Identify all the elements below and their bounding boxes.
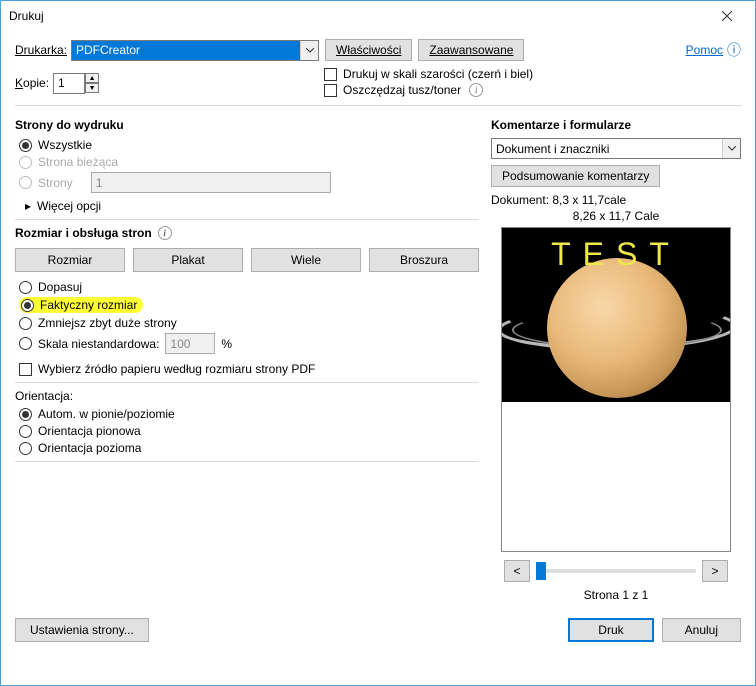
orientation-landscape-label: Orientacja pozioma [38, 441, 141, 455]
pages-current-label: Strona bieżąca [38, 155, 118, 169]
custom-scale-label: Skala niestandardowa: [38, 337, 159, 351]
custom-scale-radio[interactable] [19, 337, 32, 350]
size-section-title: Rozmiar i obsługa stron [15, 226, 152, 240]
page-dimensions: 8,26 x 11,7 Cale [491, 209, 741, 223]
comments-value: Dokument i znaczniki [492, 142, 722, 156]
preview-container: TEST [501, 227, 731, 552]
orientation-portrait-label: Orientacja pionowa [38, 424, 141, 438]
actual-radio[interactable] [21, 299, 34, 312]
pages-section-title: Strony do wydruku [15, 118, 479, 132]
help-link[interactable]: Pomoc [686, 43, 723, 57]
fit-radio[interactable] [19, 281, 32, 294]
grayscale-label: Drukuj w skali szarości (czerń i biel) [343, 67, 533, 81]
orientation-auto-radio[interactable] [19, 408, 32, 421]
preview-watermark: TEST [551, 236, 681, 273]
copies-label: Kopie: [15, 76, 49, 90]
chevron-down-icon [722, 139, 740, 158]
pages-range-radio[interactable] [19, 176, 32, 189]
tab-size[interactable]: Rozmiar [15, 248, 125, 272]
pages-all-label: Wszystkie [38, 138, 92, 152]
printer-label: Drukarka: [15, 43, 67, 57]
tab-poster[interactable]: Plakat [133, 248, 243, 272]
custom-scale-unit: % [221, 337, 232, 351]
preview-image: TEST [502, 228, 730, 402]
grayscale-checkbox[interactable] [324, 68, 337, 81]
fit-label: Dopasuj [38, 280, 82, 294]
preview-slider[interactable] [536, 569, 696, 573]
tab-booklet[interactable]: Broszura [369, 248, 479, 272]
comments-summary-button[interactable]: Podsumowanie komentarzy [491, 165, 660, 187]
orientation-portrait-radio[interactable] [19, 425, 32, 438]
comments-section-title: Komentarze i formularze [491, 118, 741, 132]
print-button[interactable]: Druk [568, 618, 653, 642]
page-counter: Strona 1 z 1 [491, 588, 741, 602]
paper-source-label: Wybierz źródło papieru według rozmiaru s… [38, 362, 315, 376]
shrink-radio[interactable] [19, 317, 32, 330]
slider-thumb[interactable] [536, 562, 546, 580]
properties-button[interactable]: Właściwości [325, 39, 412, 61]
more-options-toggle[interactable]: ▸ Więcej opcji [25, 199, 479, 213]
pages-range-label: Strony [38, 176, 73, 190]
pages-current-radio [19, 156, 32, 169]
cancel-button[interactable]: Anuluj [662, 618, 741, 642]
triangle-right-icon: ▸ [25, 199, 31, 213]
orientation-landscape-radio[interactable] [19, 442, 32, 455]
copies-down[interactable]: ▼ [85, 83, 99, 93]
preview-prev-button[interactable]: < [504, 560, 530, 582]
more-options-label: Więcej opcji [37, 199, 101, 213]
save-ink-label: Oszczędzaj tusz/toner [343, 83, 461, 97]
chevron-down-icon [300, 41, 318, 60]
close-button[interactable] [707, 2, 747, 30]
titlebar: Drukuj [1, 1, 755, 31]
window-title: Drukuj [9, 9, 707, 23]
actual-label: Faktyczny rozmiar [40, 298, 137, 312]
printer-value: PDFCreator [72, 41, 300, 60]
copies-up[interactable]: ▲ [85, 73, 99, 83]
printer-select[interactable]: PDFCreator [71, 40, 319, 61]
copies-input[interactable] [53, 73, 85, 94]
custom-scale-input[interactable] [165, 333, 215, 354]
doc-dimensions: Dokument: 8,3 x 11,7cale [491, 193, 741, 207]
info-icon[interactable]: i [469, 83, 483, 97]
paper-source-checkbox[interactable] [19, 363, 32, 376]
info-icon[interactable]: i [158, 226, 172, 240]
advanced-button[interactable]: Zaawansowane [418, 39, 524, 61]
page-setup-button[interactable]: Ustawienia strony... [15, 618, 149, 642]
save-ink-checkbox[interactable] [324, 84, 337, 97]
orientation-auto-label: Autom. w pionie/poziomie [38, 407, 175, 421]
preview-next-button[interactable]: > [702, 560, 728, 582]
orientation-section-title: Orientacja: [15, 389, 479, 403]
comments-select[interactable]: Dokument i znaczniki [491, 138, 741, 159]
tab-multiple[interactable]: Wiele [251, 248, 361, 272]
pages-range-input[interactable] [91, 172, 331, 193]
pages-all-radio[interactable] [19, 139, 32, 152]
help-icon: ⓘ [727, 40, 741, 60]
shrink-label: Zmniejsz zbyt duże strony [38, 316, 177, 330]
